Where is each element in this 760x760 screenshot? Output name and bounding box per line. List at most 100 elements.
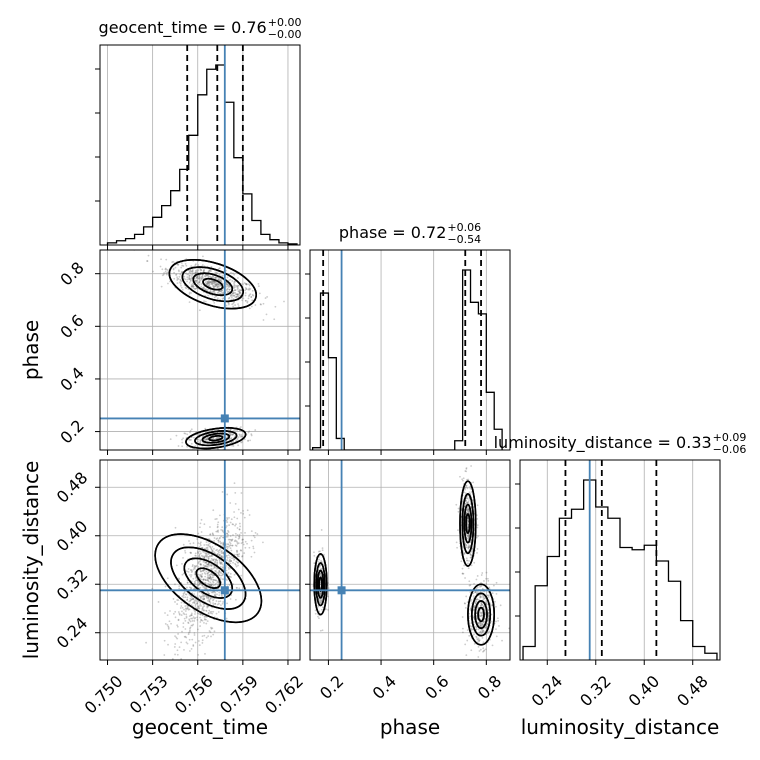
sample-point	[210, 282, 213, 284]
sample-point	[207, 579, 209, 582]
sample-point	[248, 430, 251, 433]
sample-point	[207, 281, 210, 284]
sample-point	[147, 254, 150, 257]
sample-point	[202, 578, 205, 581]
sample-point	[230, 296, 233, 299]
sample-point	[212, 280, 215, 283]
sample-point	[192, 597, 195, 600]
sample-point	[213, 282, 216, 284]
sample-point	[199, 268, 202, 270]
sample-point	[218, 549, 221, 552]
sample-point	[203, 609, 205, 612]
sample-point	[207, 557, 210, 560]
sample-point	[466, 517, 469, 519]
sample-point	[482, 595, 485, 598]
sample-point	[197, 542, 200, 545]
sample-point	[220, 551, 223, 553]
sample-point	[205, 552, 208, 555]
sample-point	[177, 633, 179, 635]
sample-point	[238, 587, 241, 590]
sample-point	[203, 597, 206, 600]
sample-point	[230, 271, 232, 274]
sample-point	[226, 493, 229, 496]
sample-point	[238, 535, 240, 538]
sample-point	[190, 614, 193, 617]
sample-point	[225, 569, 228, 572]
sample-point	[461, 478, 464, 481]
sample-point	[465, 467, 468, 470]
sample-point	[218, 570, 221, 573]
sample-point	[467, 547, 470, 550]
sample-point	[234, 289, 237, 292]
sample-point	[216, 523, 219, 526]
sample-point	[319, 550, 321, 553]
sample-point	[193, 287, 196, 290]
sample-point	[209, 533, 212, 536]
sample-point	[196, 618, 199, 621]
sample-point	[243, 552, 246, 554]
sample-point	[219, 563, 222, 565]
sample-point	[485, 577, 488, 580]
sample-point	[472, 592, 475, 595]
sample-point	[221, 530, 224, 533]
sample-point	[467, 510, 470, 513]
sample-point	[246, 509, 249, 512]
sample-point	[209, 533, 212, 536]
sample-point	[221, 578, 224, 581]
sample-point	[227, 529, 229, 532]
sample-point	[201, 276, 204, 279]
sample-point	[225, 283, 228, 286]
sample-point	[197, 561, 200, 564]
sample-point	[498, 625, 500, 627]
sample-point	[189, 600, 192, 602]
sample-point	[187, 273, 190, 276]
panel-content	[133, 250, 285, 450]
sample-point	[219, 279, 222, 282]
panel-frame	[99, 249, 301, 451]
sample-point	[199, 574, 202, 577]
sample-point	[234, 562, 237, 565]
sample-point	[477, 637, 480, 640]
histogram-phase	[311, 269, 503, 450]
sample-point	[203, 585, 206, 588]
sample-point	[230, 518, 233, 521]
sample-point	[199, 573, 202, 576]
sample-point	[477, 598, 480, 601]
sample-point	[319, 574, 322, 577]
sample-point	[222, 543, 225, 546]
sample-point	[194, 613, 196, 615]
sample-point	[323, 553, 325, 556]
sample-point	[482, 606, 485, 608]
sample-point	[204, 273, 207, 276]
sample-point	[229, 278, 232, 281]
panel-title-phase: phase = 0.72 +0.06−0.54	[339, 221, 481, 246]
sample-point	[201, 435, 204, 438]
sample-point	[234, 304, 236, 306]
sample-point	[225, 617, 228, 620]
sample-point	[190, 575, 192, 578]
sample-point	[219, 548, 221, 551]
truth-marker	[220, 414, 229, 423]
sample-point	[204, 281, 207, 284]
sample-point	[475, 615, 478, 617]
panel-frame	[99, 459, 301, 661]
sample-point	[497, 619, 500, 622]
sample-point	[196, 602, 198, 605]
sample-point	[176, 603, 179, 605]
sample-point	[202, 606, 204, 608]
sample-point	[222, 541, 225, 544]
sample-point	[217, 283, 220, 286]
sample-point	[212, 534, 215, 536]
sample-point	[227, 533, 229, 536]
sample-point	[213, 565, 216, 568]
sample-point	[209, 602, 212, 604]
sample-point	[463, 602, 466, 605]
sample-point	[176, 625, 179, 628]
sample-point	[217, 581, 220, 584]
sample-point	[212, 599, 214, 602]
sample-point	[199, 559, 202, 562]
sample-point	[482, 606, 485, 609]
sample-point	[234, 524, 236, 527]
sample-point	[196, 583, 199, 586]
sample-point	[216, 436, 219, 439]
